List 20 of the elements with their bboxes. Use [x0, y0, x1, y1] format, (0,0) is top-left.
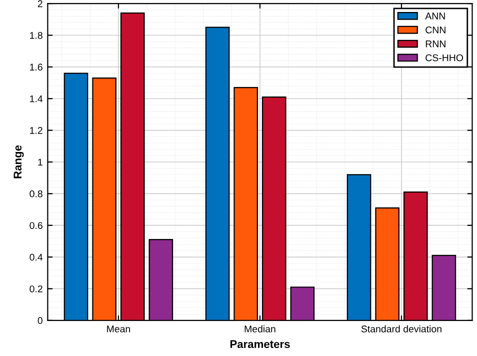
legend-label: CNN [426, 26, 446, 34]
y-tick-label: 1.6 [30, 64, 42, 71]
y-tick-label: 0 [38, 317, 42, 324]
y-tick-label: 1 [38, 158, 42, 166]
x-tick-label: Mean [107, 326, 130, 332]
x-tick-label: Standard deviation [361, 325, 442, 332]
legend-label: ANN [425, 12, 445, 20]
y-tick-label: 0.2 [30, 285, 42, 292]
legend-label: RNN [426, 40, 446, 48]
y-tick-label: 1.8 [30, 32, 42, 39]
y-axis-title: Range [14, 145, 24, 178]
y-tick-label: 2 [38, 0, 42, 8]
y-tick-label: 1.4 [30, 95, 43, 102]
y-tick-label: 0.8 [30, 190, 42, 198]
y-tick-label: 0.6 [30, 222, 42, 229]
x-axis-title: Parameters [230, 340, 290, 348]
y-tick-label: 1.2 [30, 127, 42, 134]
x-tick-label: Median [244, 325, 276, 332]
legend-label: CS-HHO [426, 54, 464, 62]
y-tick-label: 0.4 [30, 254, 43, 261]
